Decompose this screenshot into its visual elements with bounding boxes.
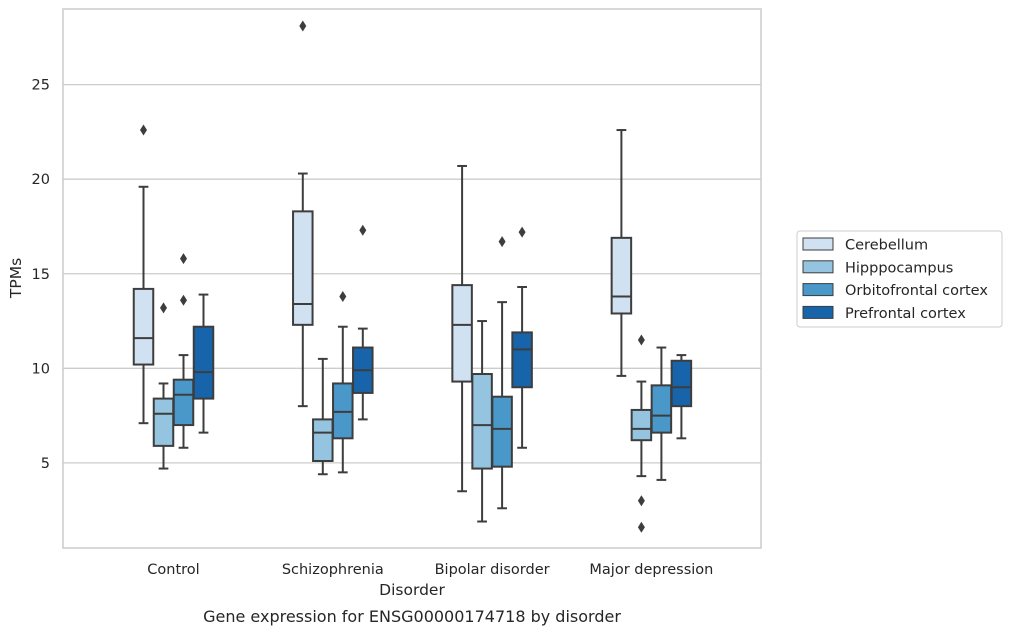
box-orbitofrontal-cortex-3 [650, 346, 673, 481]
outlier-point [180, 294, 187, 306]
iqr-box [132, 287, 155, 366]
x-tick-label: Major depression [589, 562, 713, 578]
box-cerebellum-2 [451, 164, 473, 493]
legend-swatch [802, 283, 834, 297]
legend-label: Orbitofrontal cortex [845, 283, 988, 299]
x-tick-label: Bipolar disorder [435, 562, 550, 578]
boxes [132, 20, 693, 533]
iqr-box [610, 236, 633, 315]
outlier-point [339, 290, 347, 302]
iqr-box [471, 373, 493, 470]
box-prefrontal-cortex-3 [670, 354, 693, 440]
legend-label: Prefrontal cortex [845, 306, 966, 322]
legend-frame [796, 230, 1003, 328]
iqr-box [650, 384, 673, 434]
outlier-point [359, 224, 367, 236]
y-tick-label: 20 [32, 172, 50, 188]
legend-label: Hipppocampus [845, 260, 953, 276]
y-tick-label: 15 [32, 267, 50, 283]
outlier-point [637, 495, 645, 507]
x-axis-title: Disorder [379, 581, 445, 599]
y-tick-label: 25 [32, 78, 50, 94]
box-hipppocampus-0 [152, 302, 175, 470]
legend: Cerebellum Hipppocampus Orbitofrontal cort… [796, 230, 1003, 328]
box-hipppocampus-1 [312, 357, 334, 476]
x-tick-label: Control [147, 562, 199, 578]
iqr-box [670, 359, 693, 408]
box-cerebellum-0 [132, 124, 155, 425]
outlier-point [180, 253, 187, 265]
legend-item: Prefrontal cortex [802, 305, 966, 322]
box-prefrontal-cortex-0 [192, 293, 215, 434]
box-orbitofrontal-cortex-2 [491, 236, 513, 510]
y-tick-label: 10 [32, 361, 50, 377]
box-hipppocampus-2 [471, 320, 493, 523]
outlier-point [637, 521, 645, 533]
box-prefrontal-cortex-1 [352, 224, 374, 421]
iqr-box [630, 408, 653, 442]
y-axis-title: TPMs [7, 258, 25, 299]
iqr-box [451, 284, 473, 383]
outlier-point [518, 226, 526, 238]
plot-area-frame [62, 8, 762, 549]
outlier-point [160, 302, 167, 314]
iqr-box [192, 325, 215, 400]
iqr-box [491, 395, 513, 468]
box-prefrontal-cortex-2 [511, 226, 533, 449]
iqr-box [292, 210, 314, 326]
figure-caption: Gene expression for ENSG00000174718 by d… [203, 607, 621, 626]
grid-lines [63, 83, 761, 464]
iqr-box [511, 331, 533, 389]
y-tick-label: 5 [41, 456, 50, 472]
legend-item: Hipppocampus [802, 260, 953, 276]
legend-label: Cerebellum [845, 238, 928, 254]
box-orbitofrontal-cortex-1 [332, 290, 354, 474]
outlier-point [637, 334, 645, 346]
outlier-point [498, 236, 506, 248]
x-tick-labels: Control Schizophrenia Bipolar disorder Majo… [147, 562, 713, 578]
x-tick-label: Schizophrenia [282, 562, 384, 578]
outlier-point [299, 20, 307, 32]
iqr-box [172, 378, 195, 427]
box-cerebellum-1 [292, 20, 314, 408]
legend-swatch [802, 305, 834, 319]
iqr-box [152, 397, 175, 447]
legend-item: Orbitofrontal cortex [802, 283, 988, 299]
y-tick-labels: 5 10 15 20 25 [32, 78, 50, 472]
legend-swatch [802, 237, 834, 251]
iqr-box [312, 418, 334, 463]
outlier-point [140, 124, 147, 136]
box-orbitofrontal-cortex-0 [172, 253, 195, 449]
legend-swatch [802, 260, 834, 274]
box-hipppocampus-3 [630, 334, 653, 533]
legend-item: Cerebellum [802, 237, 928, 254]
box-cerebellum-3 [610, 129, 633, 377]
